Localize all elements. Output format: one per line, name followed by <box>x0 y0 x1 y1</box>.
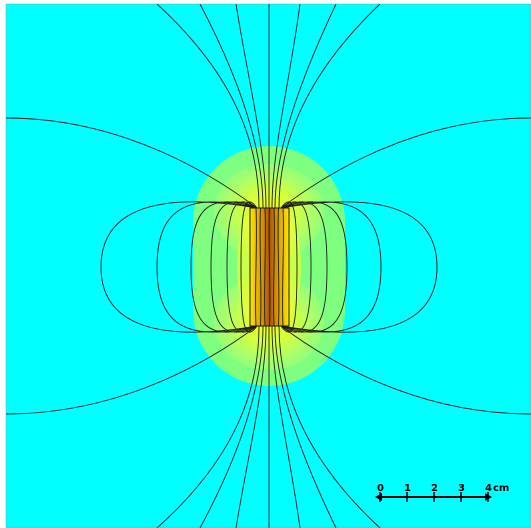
scale-label-4: 4 <box>485 483 492 494</box>
scale-bar: 0 1 2 3 4 cm <box>375 483 509 502</box>
scale-unit-label: cm <box>493 483 509 494</box>
field-line-top <box>199 4 264 209</box>
field-line-loop-right <box>280 201 382 333</box>
scale-label-0: 0 <box>377 483 384 494</box>
field-line-loop-left <box>156 201 258 333</box>
core-field-line <box>273 207 275 327</box>
field-line-top <box>156 4 260 209</box>
field-line-top <box>271 4 301 209</box>
field-line-right-lower <box>280 325 531 415</box>
field-line-bottom <box>278 325 381 528</box>
field-line-bottom <box>235 325 267 528</box>
field-line-left-upper <box>6 117 258 209</box>
scale-label-3: 3 <box>458 483 465 494</box>
field-line-left-lower <box>6 325 258 415</box>
field-line-bottom <box>274 325 337 528</box>
core-field-line <box>282 207 284 327</box>
core-field-line <box>264 207 266 327</box>
plot-frame <box>5 3 531 528</box>
core-field-line <box>277 207 280 327</box>
scale-label-2: 2 <box>431 483 438 494</box>
core-field-line <box>268 207 271 327</box>
field-line-bottom <box>156 325 260 528</box>
field-line-bottom <box>199 325 264 528</box>
field-line-right-upper <box>280 117 531 209</box>
field-lines <box>6 4 531 528</box>
field-line-loop-right <box>280 201 438 333</box>
field-line-bottom <box>271 325 301 528</box>
field-line-top <box>274 4 337 209</box>
field-line-loop-left <box>100 201 258 333</box>
field-line-top <box>278 4 381 209</box>
core-field-line <box>255 207 257 327</box>
scale-label-1: 1 <box>404 483 411 494</box>
field-line-top <box>235 4 267 209</box>
core-field-lines <box>255 207 284 327</box>
core-field-line <box>259 207 262 327</box>
